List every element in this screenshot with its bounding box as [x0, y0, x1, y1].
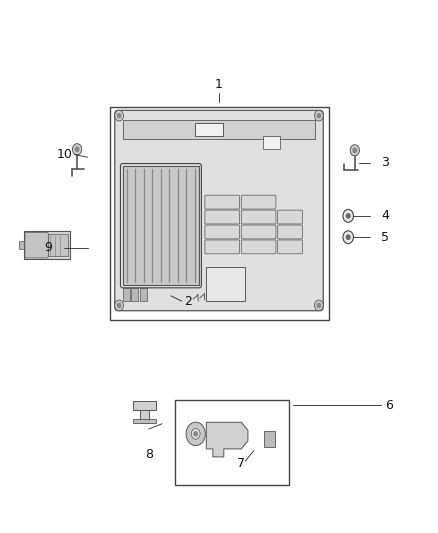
Bar — [131, 288, 138, 301]
Circle shape — [317, 114, 321, 118]
Circle shape — [115, 300, 124, 311]
FancyBboxPatch shape — [241, 210, 276, 224]
Text: 2: 2 — [184, 295, 192, 308]
Circle shape — [117, 303, 121, 308]
Bar — [206, 266, 245, 301]
FancyBboxPatch shape — [205, 225, 240, 239]
FancyBboxPatch shape — [278, 210, 302, 224]
Bar — [133, 419, 156, 423]
Circle shape — [343, 209, 353, 222]
FancyBboxPatch shape — [205, 195, 240, 209]
Circle shape — [75, 147, 79, 151]
FancyBboxPatch shape — [241, 240, 276, 254]
Bar — [140, 410, 149, 423]
Bar — [195, 123, 223, 136]
Bar — [263, 136, 280, 149]
Bar — [123, 288, 130, 301]
Bar — [140, 288, 147, 301]
FancyBboxPatch shape — [205, 240, 240, 254]
Bar — [175, 400, 289, 485]
Text: 9: 9 — [44, 241, 52, 254]
Circle shape — [317, 303, 321, 308]
Circle shape — [343, 231, 353, 244]
Text: 3: 3 — [381, 156, 389, 169]
Circle shape — [194, 432, 198, 436]
Circle shape — [314, 300, 323, 311]
Circle shape — [72, 144, 81, 155]
Circle shape — [350, 145, 359, 156]
Circle shape — [353, 148, 357, 152]
Circle shape — [314, 110, 323, 121]
Circle shape — [115, 110, 124, 121]
FancyBboxPatch shape — [115, 110, 323, 311]
Bar — [133, 401, 156, 410]
Circle shape — [191, 429, 200, 439]
Circle shape — [346, 235, 350, 239]
Circle shape — [117, 114, 121, 118]
Text: 4: 4 — [381, 209, 389, 222]
FancyBboxPatch shape — [25, 232, 48, 258]
FancyBboxPatch shape — [241, 195, 276, 209]
Bar — [48, 234, 68, 256]
Text: 1: 1 — [215, 78, 223, 91]
Text: 6: 6 — [385, 399, 393, 411]
Bar — [123, 120, 315, 139]
Circle shape — [346, 214, 350, 218]
Text: 8: 8 — [145, 448, 153, 461]
Bar — [110, 107, 328, 320]
Bar — [264, 431, 275, 447]
FancyBboxPatch shape — [278, 240, 302, 254]
FancyBboxPatch shape — [241, 225, 276, 239]
Circle shape — [186, 422, 205, 446]
Polygon shape — [206, 422, 248, 457]
Text: 5: 5 — [381, 231, 389, 244]
Bar — [123, 166, 199, 285]
FancyBboxPatch shape — [205, 210, 240, 224]
Text: 7: 7 — [237, 457, 245, 470]
Bar — [24, 231, 70, 259]
Text: 10: 10 — [57, 148, 73, 161]
FancyBboxPatch shape — [278, 225, 302, 239]
Bar — [19, 241, 24, 249]
